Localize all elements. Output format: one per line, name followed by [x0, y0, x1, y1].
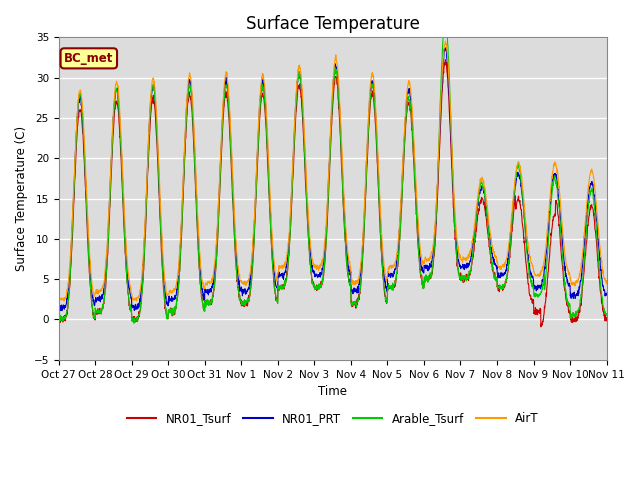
- Title: Surface Temperature: Surface Temperature: [246, 15, 420, 33]
- AirT: [55, 295, 63, 301]
- NR01_PRT: [208, 286, 216, 292]
- NR01_PRT: [442, 45, 449, 51]
- Y-axis label: Surface Temperature (C): Surface Temperature (C): [15, 126, 28, 271]
- NR01_Tsurf: [207, 301, 215, 307]
- AirT: [570, 281, 578, 287]
- Arable_Tsurf: [55, 316, 63, 322]
- AirT: [361, 200, 369, 206]
- NR01_Tsurf: [442, 57, 449, 62]
- AirT: [442, 38, 449, 44]
- NR01_PRT: [603, 290, 611, 296]
- AirT: [349, 279, 356, 285]
- NR01_PRT: [55, 302, 63, 308]
- Line: NR01_Tsurf: NR01_Tsurf: [59, 60, 607, 327]
- Arable_Tsurf: [555, 201, 563, 206]
- Arable_Tsurf: [208, 300, 216, 306]
- Arable_Tsurf: [361, 216, 369, 222]
- AirT: [208, 277, 216, 283]
- NR01_PRT: [570, 293, 578, 299]
- NR01_Tsurf: [348, 303, 356, 309]
- Text: BC_met: BC_met: [64, 52, 113, 65]
- Line: AirT: AirT: [59, 41, 607, 301]
- NR01_Tsurf: [603, 318, 611, 324]
- NR01_Tsurf: [570, 316, 578, 322]
- Arable_Tsurf: [570, 312, 578, 318]
- NR01_PRT: [361, 206, 369, 212]
- Legend: NR01_Tsurf, NR01_PRT, Arable_Tsurf, AirT: NR01_Tsurf, NR01_PRT, Arable_Tsurf, AirT: [122, 408, 543, 430]
- NR01_Tsurf: [555, 215, 563, 221]
- Arable_Tsurf: [130, 320, 138, 326]
- NR01_Tsurf: [360, 225, 368, 230]
- Arable_Tsurf: [349, 300, 356, 305]
- AirT: [492, 254, 500, 260]
- Arable_Tsurf: [492, 276, 500, 281]
- Line: NR01_PRT: NR01_PRT: [59, 48, 607, 311]
- NR01_PRT: [349, 288, 356, 293]
- X-axis label: Time: Time: [318, 385, 347, 398]
- NR01_Tsurf: [55, 313, 63, 319]
- NR01_PRT: [555, 197, 563, 203]
- NR01_PRT: [492, 262, 500, 268]
- NR01_Tsurf: [492, 276, 500, 282]
- NR01_Tsurf: [537, 324, 545, 330]
- Arable_Tsurf: [442, 17, 449, 23]
- Arable_Tsurf: [603, 312, 611, 318]
- AirT: [603, 281, 611, 287]
- AirT: [555, 180, 563, 186]
- Line: Arable_Tsurf: Arable_Tsurf: [59, 20, 607, 323]
- NR01_PRT: [58, 308, 66, 313]
- AirT: [132, 298, 140, 304]
